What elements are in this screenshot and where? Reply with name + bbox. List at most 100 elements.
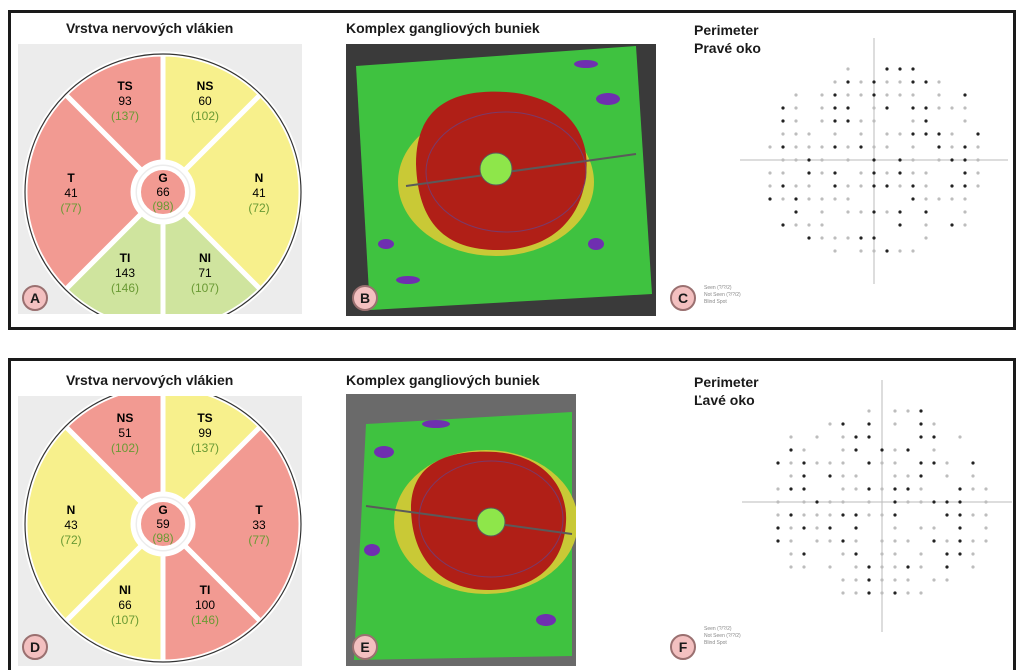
top-field-legend: Seen (?/?/2) Not Seen (?/?/2) Blind Spot xyxy=(704,285,741,306)
field-point xyxy=(885,106,889,110)
panel-letter-f: F xyxy=(670,634,696,660)
field-point xyxy=(880,565,884,569)
field-point xyxy=(893,422,897,426)
field-point xyxy=(820,119,824,123)
field-point xyxy=(919,474,923,478)
field-point xyxy=(802,552,806,556)
field-point xyxy=(898,184,902,188)
field-point xyxy=(781,171,785,175)
field-point xyxy=(833,93,837,97)
field-point xyxy=(898,67,902,71)
field-point xyxy=(950,223,954,227)
field-point xyxy=(924,197,928,201)
field-point xyxy=(945,500,949,504)
field-point xyxy=(867,409,871,413)
field-point xyxy=(906,409,910,413)
field-point xyxy=(833,119,837,123)
field-point xyxy=(781,158,785,162)
field-point xyxy=(807,132,811,136)
sector-label-G: G xyxy=(158,503,167,517)
legend-seen: Seen (?/?/2) xyxy=(704,626,732,632)
field-point xyxy=(911,132,915,136)
field-point xyxy=(828,526,832,530)
panel-letter-c: C xyxy=(670,285,696,311)
field-point xyxy=(906,539,910,543)
sector-label-NS: NS xyxy=(117,411,134,425)
sector-ref-G: (98) xyxy=(152,199,173,213)
field-point xyxy=(794,106,798,110)
field-point xyxy=(880,461,884,465)
field-point xyxy=(971,487,975,491)
panel-letter-d: D xyxy=(22,634,48,660)
field-point xyxy=(781,145,785,149)
field-point xyxy=(789,539,793,543)
field-point xyxy=(789,552,793,556)
field-point xyxy=(846,197,850,201)
field-point xyxy=(815,513,819,517)
field-point xyxy=(971,552,975,556)
field-point xyxy=(971,539,975,543)
field-point xyxy=(828,539,832,543)
field-point xyxy=(885,249,889,253)
field-point xyxy=(854,435,858,439)
field-point xyxy=(794,119,798,123)
top-rnfl-sector-chart: TS 93 (137) NS 60 (102) N 41 (72) NI 71 … xyxy=(22,51,302,314)
bottom-panel-frame xyxy=(8,358,1016,670)
sector-value-TS: 93 xyxy=(118,94,132,108)
field-point xyxy=(794,145,798,149)
field-point xyxy=(872,171,876,175)
sector-value-TI: 143 xyxy=(115,266,135,280)
field-point xyxy=(833,145,837,149)
field-point xyxy=(872,119,876,123)
field-point xyxy=(893,487,897,491)
field-point xyxy=(984,500,988,504)
field-point xyxy=(880,539,884,543)
field-point xyxy=(841,513,845,517)
sector-value-T: 41 xyxy=(64,186,78,200)
field-point xyxy=(789,487,793,491)
field-point xyxy=(893,461,897,465)
field-point xyxy=(867,461,871,465)
field-point xyxy=(846,106,850,110)
field-point xyxy=(937,197,941,201)
field-point xyxy=(828,513,832,517)
field-point xyxy=(867,435,871,439)
field-point xyxy=(841,422,845,426)
field-point xyxy=(794,132,798,136)
field-point xyxy=(898,132,902,136)
sector-value-N: 41 xyxy=(252,186,266,200)
field-point xyxy=(833,80,837,84)
field-point xyxy=(846,184,850,188)
sector-value-TS: 99 xyxy=(198,426,212,440)
field-point xyxy=(833,249,837,253)
field-point xyxy=(911,145,915,149)
field-point xyxy=(906,591,910,595)
field-point xyxy=(963,184,967,188)
sector-ref-T: (77) xyxy=(60,201,81,215)
field-point xyxy=(854,578,858,582)
field-point xyxy=(820,145,824,149)
field-point xyxy=(937,145,941,149)
field-point xyxy=(906,565,910,569)
field-point xyxy=(906,500,910,504)
field-point xyxy=(846,80,850,84)
field-point xyxy=(945,461,949,465)
field-point xyxy=(776,487,780,491)
panel-letter-a: A xyxy=(22,285,48,311)
field-point xyxy=(794,184,798,188)
field-point xyxy=(846,67,850,71)
field-point xyxy=(807,236,811,240)
bottom-field-points xyxy=(776,409,988,595)
field-point xyxy=(945,565,949,569)
field-point xyxy=(893,565,897,569)
field-point xyxy=(807,197,811,201)
field-point xyxy=(833,171,837,175)
field-point xyxy=(841,448,845,452)
field-point xyxy=(872,145,876,149)
field-point xyxy=(937,80,941,84)
sector-value-G: 59 xyxy=(156,517,170,531)
sector-ref-TS: (137) xyxy=(191,441,219,455)
field-point xyxy=(802,487,806,491)
field-point xyxy=(950,184,954,188)
field-point xyxy=(885,93,889,97)
